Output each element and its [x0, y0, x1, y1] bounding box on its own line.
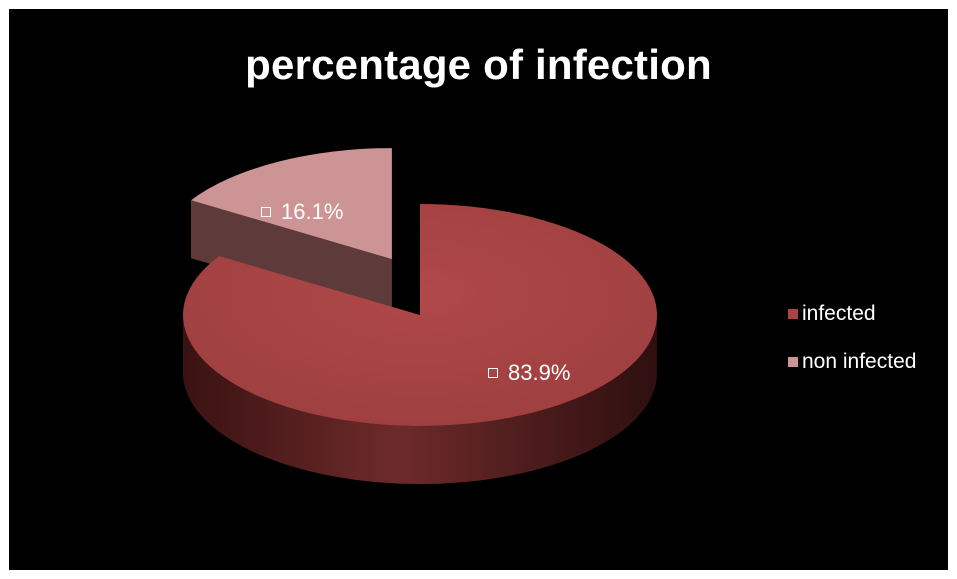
data-label-swatch [261, 207, 271, 217]
legend-label: non infected [802, 350, 917, 373]
legend-item-non-infected: non infected [788, 349, 916, 375]
chart-area: percentage of infection 16.1% 83.9% [9, 9, 948, 570]
data-label-infected: 83.9% [488, 360, 570, 386]
legend-swatch-non-infected [788, 357, 798, 367]
legend-item-infected: infected [788, 301, 916, 327]
pie-slice-side-infected [183, 315, 657, 484]
chart-title: percentage of infection [245, 41, 712, 88]
pie-chart [182, 148, 657, 484]
data-label-swatch [488, 368, 498, 378]
pie-slice-top-non-infected [191, 148, 392, 260]
pie-slice-wall-non-infected [191, 200, 392, 318]
legend-label: infected [802, 302, 876, 325]
data-label-value: 83.9% [508, 360, 571, 385]
pie-slice-infected [182, 204, 657, 484]
legend-swatch-infected [788, 309, 798, 319]
legend: infected non infected [788, 301, 916, 397]
pie-slice-non-infected [191, 148, 392, 318]
pie-slice-top-infected [182, 204, 657, 426]
data-label-value: 16.1% [281, 199, 344, 224]
data-label-non-infected: 16.1% [261, 199, 343, 225]
